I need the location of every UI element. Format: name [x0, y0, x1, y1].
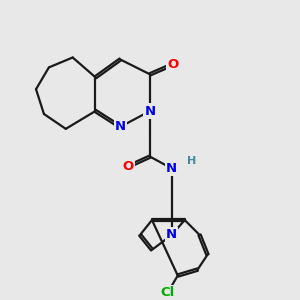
Text: N: N: [166, 162, 177, 175]
Text: H: H: [187, 156, 196, 166]
Text: N: N: [115, 120, 126, 134]
Text: O: O: [123, 160, 134, 173]
Text: Cl: Cl: [161, 286, 175, 299]
Text: N: N: [144, 104, 156, 118]
Text: N: N: [166, 228, 177, 242]
Text: O: O: [167, 58, 178, 71]
